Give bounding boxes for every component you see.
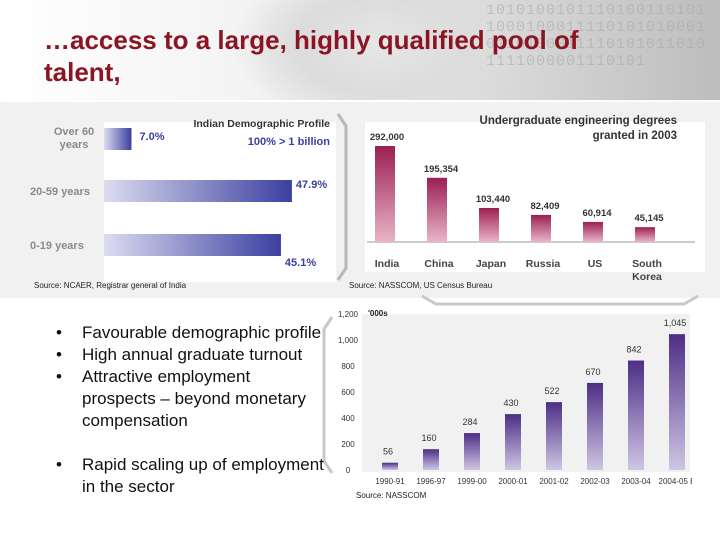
globe-graphic [230, 0, 530, 100]
svg-text:granted in 2003: granted in 2003 [593, 130, 677, 142]
header-band: 1010100101110100110101100010001111010101… [0, 0, 720, 100]
emp-bar [628, 360, 644, 470]
emp-category-label: 2003-04 [621, 477, 651, 486]
emp-bar [423, 449, 439, 470]
emp-category-label: 1999-00 [457, 477, 487, 486]
eng-chart-title: Undergraduate engineering degrees granted… [480, 115, 677, 142]
engineering-degrees-chart: Undergraduate engineering degrees granted… [365, 115, 705, 283]
emp-value-label: 430 [503, 398, 518, 408]
demo-category-label: 20-59 years [30, 186, 90, 198]
emp-bar [669, 334, 685, 470]
eng-value-label: 60,914 [582, 208, 612, 219]
emp-category-label: 2002-03 [580, 477, 610, 486]
demo-value-label: 45.1% [285, 257, 316, 269]
eng-category-label: Russia [526, 258, 561, 270]
emp-value-label: 1,045 [664, 318, 687, 328]
demo-value-label: 47.9% [296, 179, 327, 191]
eng-category-label: US [588, 258, 603, 270]
emp-ytick-label: 200 [341, 440, 355, 449]
demo-value-label: 7.0% [139, 131, 164, 143]
emp-ytick-label: 1,000 [338, 336, 359, 345]
emp-ytick-label: 1,200 [338, 310, 359, 319]
binary-digits-decoration: 1010100101110100110101100010001111010101… [486, 2, 707, 70]
employment-growth-chart: '000s 0 200 400 600 800 1,000 1,200 56 1990-91 16… [338, 309, 692, 486]
emp-bar [382, 462, 398, 470]
emp-value-label: 56 [383, 447, 393, 457]
eng-category-label: South [632, 258, 662, 270]
demo-chart-title: Indian Demographic Profile [193, 118, 330, 130]
emp-bar [505, 414, 521, 470]
emp-category-label: 1996-97 [416, 477, 446, 486]
emp-ytick-label: 800 [341, 362, 355, 371]
emp-bar [464, 433, 480, 470]
eng-value-label: 195,354 [424, 164, 459, 175]
emp-ytick-label: 400 [341, 414, 355, 423]
bullet-item: Attractive employment prospects – beyond… [56, 366, 326, 432]
emp-source-note: Source: NASSCOM [356, 491, 427, 500]
eng-plot-area [365, 122, 705, 272]
demo-bar [104, 180, 292, 202]
eng-category-label: Japan [476, 258, 506, 270]
demo-category-label: 0-19 years [30, 240, 84, 252]
eng-value-label: 45,145 [634, 213, 664, 224]
emp-value-label: 522 [544, 386, 559, 396]
emp-ytick-label: 600 [341, 388, 355, 397]
emp-ytick-label: 0 [346, 466, 351, 475]
bullet-item: Rapid scaling up of employment in the se… [56, 454, 326, 498]
emp-unit-label: '000s [368, 309, 388, 318]
bottom-brace-decoration [421, 294, 699, 306]
demo-chart-annotation: 100% > 1 billion [248, 136, 331, 148]
emp-value-label: 842 [626, 345, 641, 355]
eng-bar [583, 221, 603, 242]
emp-category-label: 2000-01 [498, 477, 528, 486]
bullet-item: Favourable demographic profile [56, 322, 326, 344]
eng-value-label: 82,409 [530, 201, 559, 212]
emp-value-label: 284 [462, 417, 477, 427]
svg-text:Undergraduate engineering degr: Undergraduate engineering degrees [480, 115, 677, 127]
eng-category-label: China [424, 258, 453, 270]
eng-source-note: Source: NASSCOM, US Census Bureau [349, 281, 493, 290]
emp-value-label: 670 [585, 367, 600, 377]
emp-value-label: 160 [421, 433, 436, 443]
eng-category-label: India [375, 258, 400, 270]
demo-bar [104, 234, 281, 256]
eng-bar [427, 177, 447, 242]
eng-bar [531, 214, 551, 242]
key-points-list: Favourable demographic profile High annu… [56, 322, 326, 498]
eng-bar [635, 227, 655, 242]
emp-category-label: 2001-02 [539, 477, 569, 486]
eng-bar [375, 146, 395, 242]
demo-bar [104, 128, 132, 150]
emp-bar [546, 402, 562, 470]
slide-title: …access to a large, highly qualified poo… [44, 25, 579, 87]
emp-category-label: 1990-91 [375, 477, 405, 486]
demo-category-label: Over 60 [54, 126, 94, 138]
left-brace-decoration [336, 113, 348, 281]
eng-bar [479, 207, 499, 242]
emp-category-label: 2004-05 E [659, 477, 692, 486]
bullet-item: High annual graduate turnout [56, 344, 326, 366]
eng-category-label: Korea [632, 271, 662, 283]
demographic-profile-chart: Indian Demographic Profile 100% > 1 bill… [30, 118, 336, 282]
emp-bar [587, 382, 603, 470]
demo-source-note: Source: NCAER, Registrar general of Indi… [34, 281, 187, 290]
demo-category-label: years [60, 139, 89, 151]
eng-value-label: 103,440 [476, 194, 510, 205]
eng-value-label: 292,000 [370, 132, 404, 143]
